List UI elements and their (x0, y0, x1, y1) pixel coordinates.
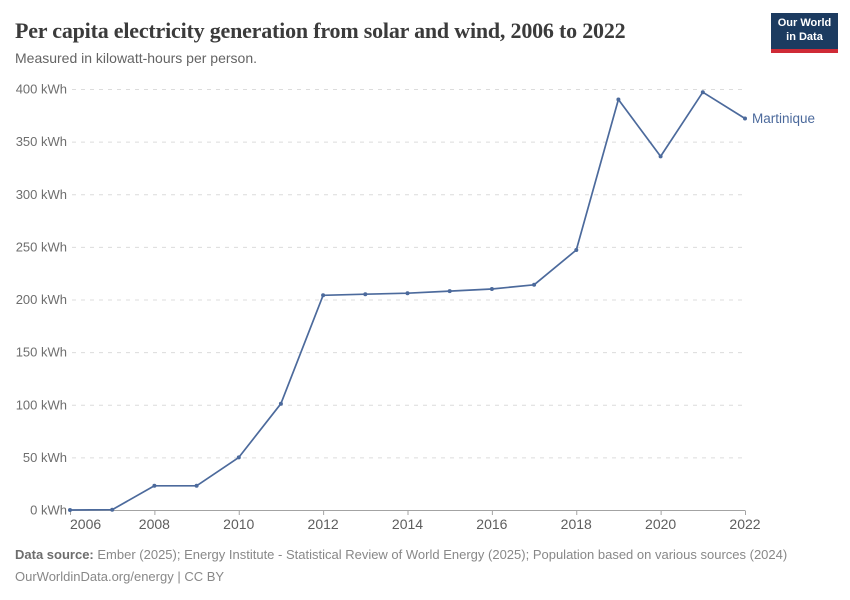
x-axis-tick-label: 2008 (139, 516, 170, 532)
owid-logo-line2: in Data (786, 31, 823, 43)
data-point[interactable] (278, 401, 283, 406)
y-axis-tick-label: 0 kWh (30, 503, 67, 518)
y-axis-tick-label: 50 kWh (23, 450, 67, 465)
data-point[interactable] (743, 116, 747, 121)
data-point[interactable] (489, 287, 494, 291)
data-point[interactable] (321, 293, 326, 298)
chart-footer: Data source: Ember (2025); Energy Instit… (15, 544, 835, 588)
data-source-line: Data source: Ember (2025); Energy Instit… (15, 544, 835, 566)
data-source-text: Ember (2025); Energy Institute - Statist… (97, 547, 788, 562)
x-axis-tick-label: 2018 (561, 516, 592, 532)
data-point[interactable] (532, 282, 537, 287)
y-axis-tick-label: 400 kWh (16, 82, 67, 97)
x-axis-tick-label: 2020 (645, 516, 676, 532)
owid-logo-line1: Our World (777, 17, 832, 29)
x-axis-tick-label: 2012 (308, 516, 339, 532)
y-axis-tick-label: 250 kWh (16, 239, 67, 254)
data-point[interactable] (700, 90, 705, 95)
owid-logo-accent-bar (771, 49, 838, 53)
data-point[interactable] (447, 289, 452, 294)
data-point[interactable] (236, 455, 241, 460)
data-source-label: Data source: (15, 547, 94, 562)
chart-subtitle: Measured in kilowatt-hours per person. (15, 50, 258, 66)
x-axis-tick-label: 2014 (392, 516, 423, 532)
owid-url-link[interactable]: OurWorldinData.org/energy (15, 569, 174, 584)
data-point[interactable] (574, 248, 579, 252)
y-axis-tick-label: 350 kWh (16, 134, 67, 149)
data-point[interactable] (194, 483, 199, 488)
x-axis-tick-label: 2006 (70, 516, 101, 532)
license-text: | CC BY (173, 569, 225, 584)
series-line[interactable] (69, 91, 746, 511)
x-axis-tick-label: 2022 (729, 516, 760, 532)
y-axis-tick-label: 100 kWh (16, 397, 67, 412)
data-point[interactable] (152, 483, 157, 488)
x-axis-tick-label: 2010 (223, 516, 254, 532)
data-point[interactable] (405, 291, 410, 296)
chart-title: Per capita electricity generation from s… (15, 18, 626, 43)
series-end-label[interactable]: Martinique (752, 111, 815, 126)
line-chart-plot[interactable]: 0 kWh 50 kWh 100 kWh 150 kWh 200 kWh 250 kWh 3… (0, 75, 850, 540)
data-point[interactable] (363, 292, 368, 297)
data-point[interactable] (658, 154, 663, 159)
data-point[interactable] (68, 508, 72, 512)
x-axis-tick-label: 2016 (476, 516, 507, 532)
y-axis-tick-label: 150 kWh (16, 345, 67, 360)
y-axis-tick-label: 300 kWh (16, 187, 67, 202)
line-chart-svg[interactable]: 0 kWh 50 kWh 100 kWh 150 kWh 200 kWh 250 kWh 3… (0, 75, 850, 540)
owid-logo[interactable]: Our World in Data (771, 13, 838, 53)
data-point[interactable] (110, 507, 115, 512)
data-point[interactable] (616, 97, 621, 102)
attribution-line: OurWorldinData.org/energy | CC BY (15, 566, 835, 588)
y-axis-tick-label: 200 kWh (16, 292, 67, 307)
